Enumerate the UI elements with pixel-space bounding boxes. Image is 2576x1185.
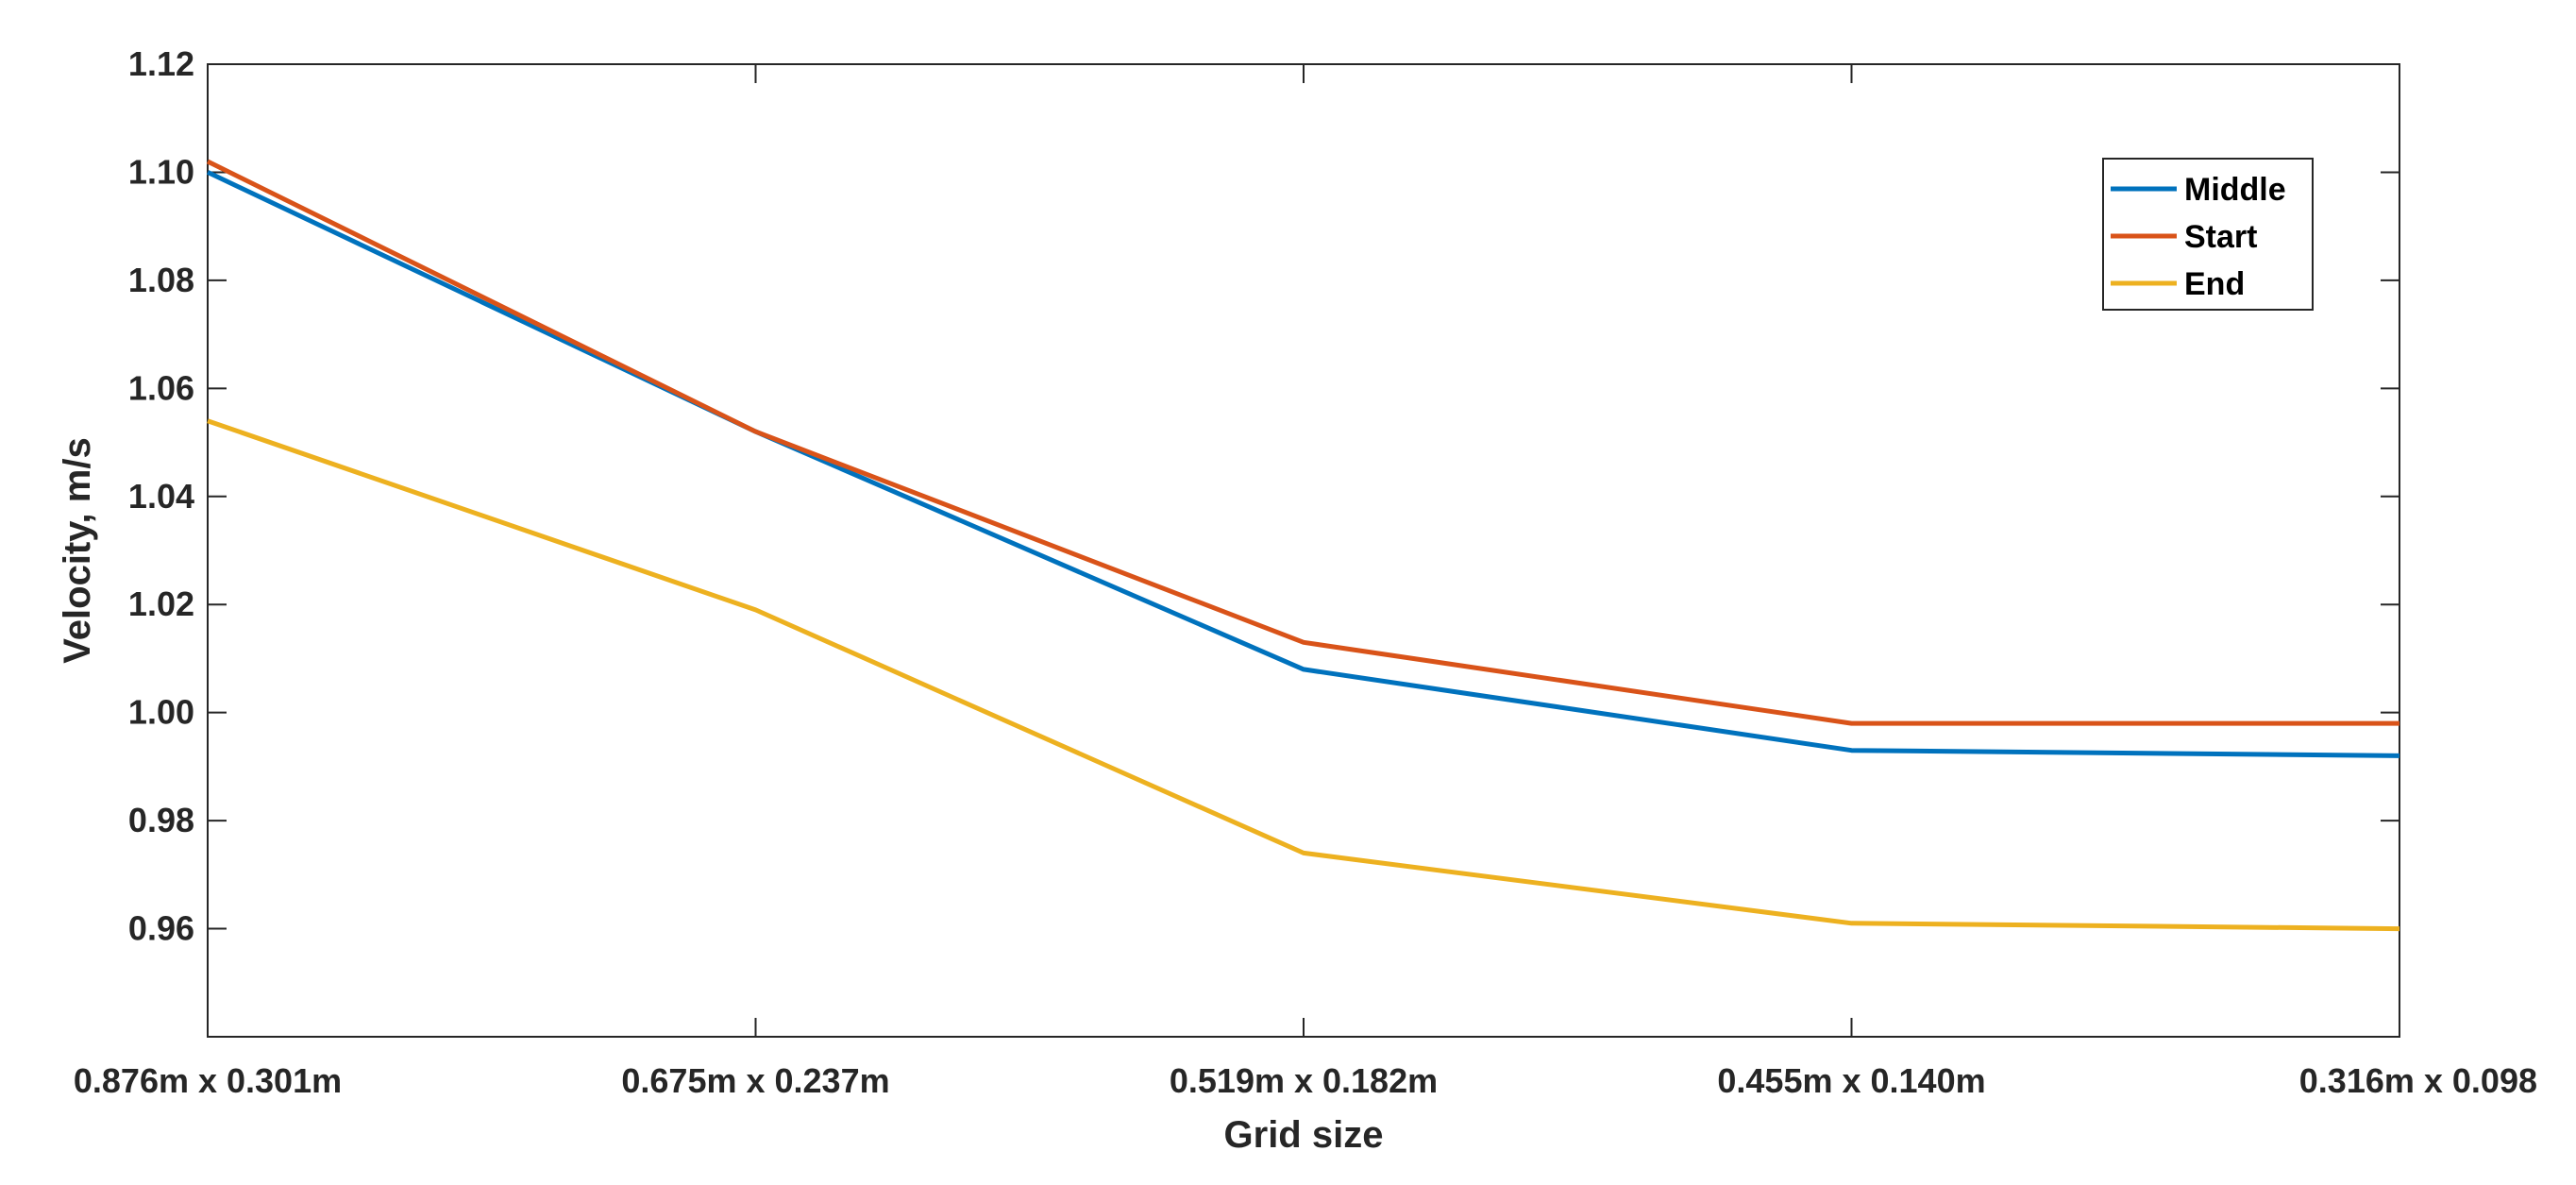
x-tick-label: 0.876m x 0.301m — [74, 1061, 342, 1100]
y-tick-label: 1.06 — [128, 368, 194, 407]
x-tick-label: 0.519m x 0.182m — [1170, 1061, 1438, 1100]
y-tick-label: 1.10 — [128, 152, 194, 191]
y-tick-label: 1.08 — [128, 261, 194, 299]
legend-label: Start — [2184, 219, 2257, 255]
x-axis-title: Grid size — [1224, 1114, 1384, 1156]
series-line-end — [207, 418, 2400, 932]
x-tick-label: 0.455m x 0.140m — [1717, 1061, 1985, 1100]
y-tick-labels: 0.96 0.98 1.00 1.02 1.04 1.06 1.08 1.10 1.12 — [128, 44, 194, 948]
x-tick-label: 0.316m x 0.098 — [2299, 1061, 2537, 1100]
series-line-middle — [206, 170, 2400, 758]
x-tick-label: 0.675m x 0.237m — [621, 1061, 889, 1100]
y-axis-title: Velocity, m/s — [57, 437, 98, 663]
legend-label: End — [2184, 266, 2245, 302]
y-tick-label: 0.98 — [128, 801, 194, 839]
axis-ticks — [207, 63, 2400, 1037]
y-tick-label: 1.02 — [128, 584, 194, 623]
x-tick-labels: 0.876m x 0.301m 0.675m x 0.237m 0.519m x 0… — [74, 1061, 2537, 1100]
legend: Middle Start End — [2102, 158, 2314, 311]
series-lines — [206, 159, 2400, 932]
y-tick-label: 1.04 — [128, 477, 194, 516]
plot-area — [207, 63, 2400, 1038]
y-tick-label: 0.96 — [128, 909, 194, 948]
series-line-start — [206, 159, 2399, 726]
y-tick-label: 1.12 — [128, 44, 194, 83]
y-tick-label: 1.00 — [128, 693, 194, 732]
legend-label: Middle — [2184, 172, 2286, 208]
